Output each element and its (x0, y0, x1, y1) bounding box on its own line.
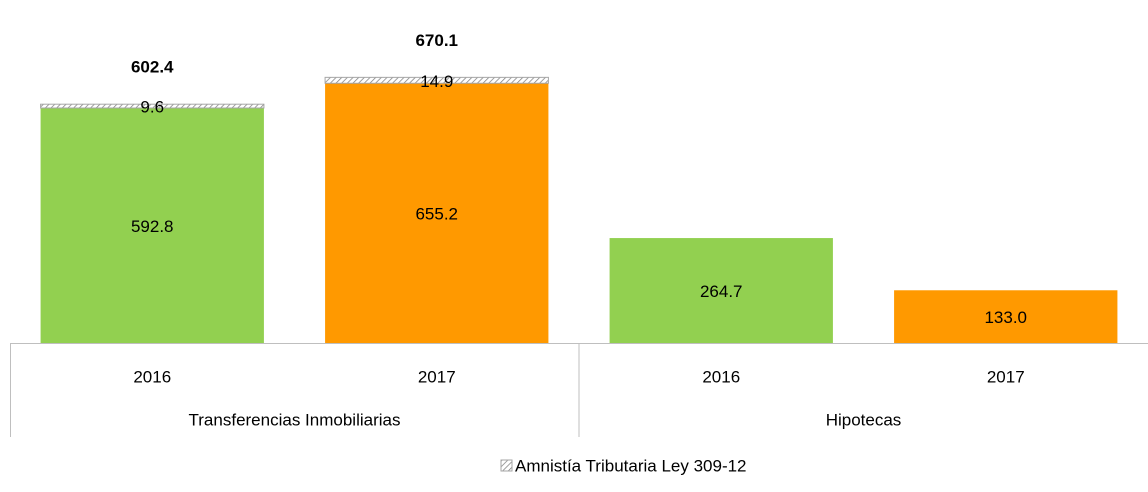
data-label: 592.8 (131, 217, 174, 236)
data-label: 9.6 (140, 98, 164, 117)
x-tick-label: 2016 (702, 367, 740, 386)
group-label: Hipotecas (826, 410, 902, 429)
bar-segment (40, 107, 264, 343)
data-label: 133.0 (984, 308, 1027, 327)
legend-swatch (500, 459, 513, 472)
bar-segment (40, 103, 265, 109)
bar-segment (609, 238, 833, 343)
x-tick-label: 2016 (133, 367, 171, 386)
x-tick-label: 2017 (987, 367, 1025, 386)
legend-label: Amnistía Tributaria Ley 309-12 (515, 456, 747, 475)
bar-segment (324, 76, 549, 84)
total-label: 602.4 (131, 58, 174, 77)
data-label: 264.7 (700, 282, 743, 301)
group-label: Transferencias Inmobiliarias (189, 410, 401, 429)
data-label: 655.2 (415, 205, 458, 224)
x-tick-label: 2017 (418, 367, 456, 386)
bar-segment (894, 290, 1118, 343)
total-label: 670.1 (415, 31, 458, 50)
data-label: 14.9 (420, 72, 453, 91)
bar-segment (325, 83, 549, 343)
